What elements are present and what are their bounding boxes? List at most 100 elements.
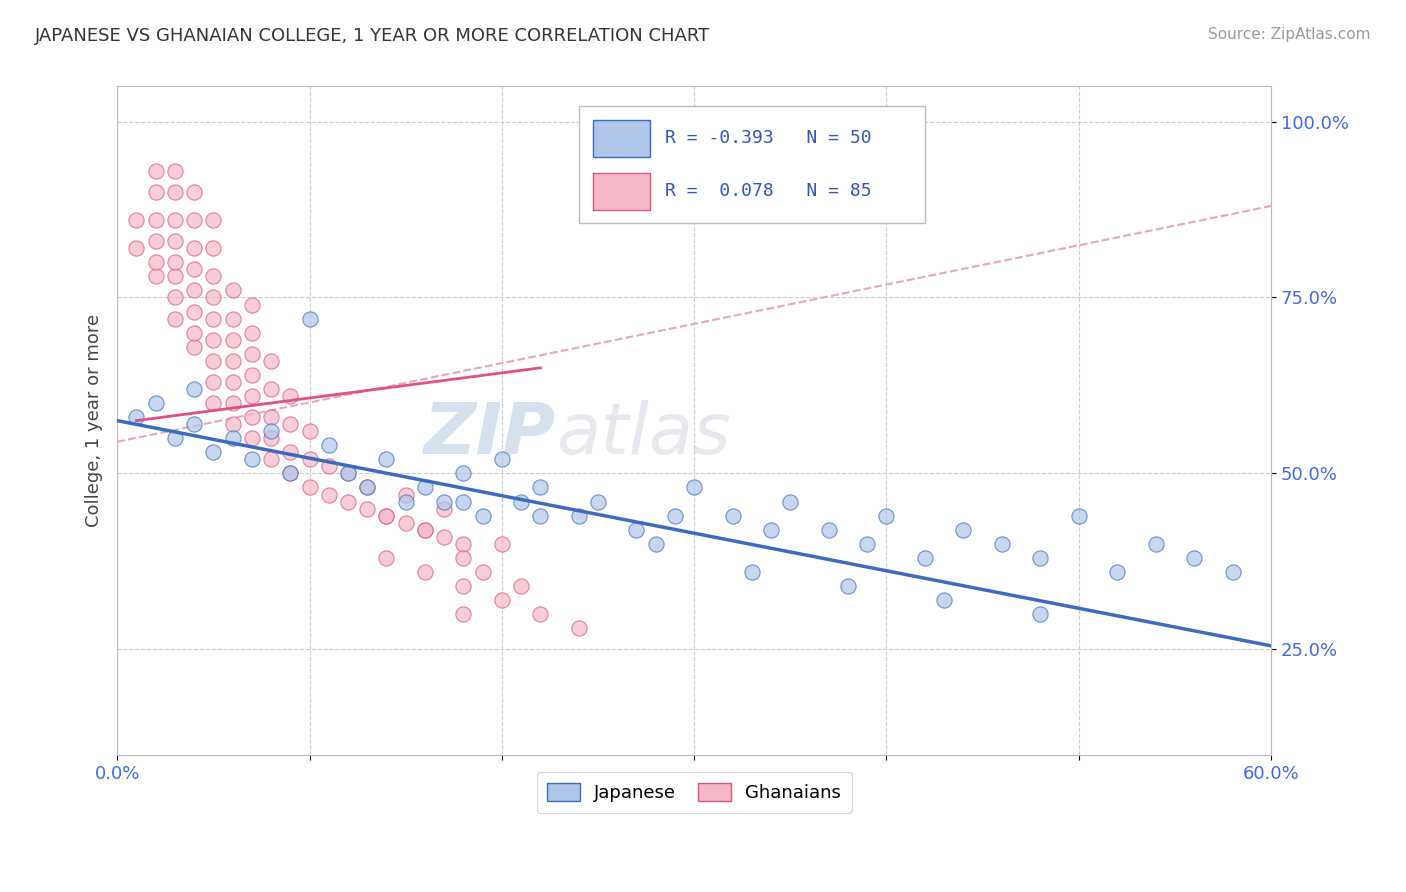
Point bbox=[586, 494, 609, 508]
Point bbox=[240, 410, 263, 425]
Point bbox=[202, 290, 225, 304]
Point bbox=[356, 501, 378, 516]
Point bbox=[278, 467, 301, 481]
Point bbox=[278, 467, 301, 481]
Point bbox=[856, 537, 879, 551]
Point bbox=[568, 621, 591, 635]
Point bbox=[163, 269, 186, 284]
Point bbox=[183, 284, 205, 298]
Point bbox=[202, 445, 225, 459]
Point bbox=[318, 459, 340, 474]
Point bbox=[202, 333, 225, 347]
Point bbox=[453, 607, 475, 622]
FancyBboxPatch shape bbox=[579, 106, 925, 223]
Point bbox=[375, 550, 398, 565]
Point bbox=[395, 494, 418, 508]
Point bbox=[183, 326, 205, 340]
Text: ZIP: ZIP bbox=[423, 400, 555, 468]
Point bbox=[644, 537, 666, 551]
Point bbox=[336, 467, 359, 481]
Point bbox=[145, 255, 167, 269]
Point bbox=[741, 565, 763, 579]
Point bbox=[240, 326, 263, 340]
Point bbox=[240, 452, 263, 467]
Point bbox=[183, 213, 205, 227]
Point bbox=[413, 523, 436, 537]
Point bbox=[202, 396, 225, 410]
Point bbox=[491, 593, 513, 607]
Point bbox=[221, 431, 243, 445]
Point bbox=[183, 340, 205, 354]
Point bbox=[163, 163, 186, 178]
Point bbox=[163, 213, 186, 227]
Point bbox=[1222, 565, 1244, 579]
Point bbox=[221, 375, 243, 389]
Point bbox=[453, 537, 475, 551]
Point bbox=[453, 550, 475, 565]
Point bbox=[202, 241, 225, 255]
Point bbox=[356, 481, 378, 495]
Point bbox=[202, 311, 225, 326]
Point bbox=[298, 452, 321, 467]
Point bbox=[413, 565, 436, 579]
Point bbox=[529, 607, 551, 622]
Point bbox=[1144, 537, 1167, 551]
Point bbox=[375, 452, 398, 467]
Text: Source: ZipAtlas.com: Source: ZipAtlas.com bbox=[1208, 27, 1371, 42]
Point bbox=[145, 213, 167, 227]
Point bbox=[240, 368, 263, 382]
Point bbox=[721, 508, 744, 523]
Point bbox=[837, 579, 859, 593]
Point bbox=[240, 389, 263, 403]
Point bbox=[491, 452, 513, 467]
Point bbox=[202, 375, 225, 389]
Point bbox=[375, 508, 398, 523]
Point bbox=[260, 424, 283, 438]
Point bbox=[817, 523, 839, 537]
Point bbox=[1029, 607, 1052, 622]
Point bbox=[260, 382, 283, 396]
Point bbox=[759, 523, 782, 537]
Point bbox=[471, 508, 494, 523]
Point bbox=[125, 410, 148, 425]
Point bbox=[183, 262, 205, 277]
Point bbox=[914, 550, 936, 565]
Point bbox=[163, 311, 186, 326]
Point bbox=[413, 481, 436, 495]
Point bbox=[395, 516, 418, 530]
Point bbox=[298, 311, 321, 326]
Point bbox=[375, 508, 398, 523]
Point bbox=[318, 487, 340, 501]
Point bbox=[298, 481, 321, 495]
Point bbox=[626, 523, 648, 537]
Point bbox=[202, 354, 225, 368]
Y-axis label: College, 1 year or more: College, 1 year or more bbox=[86, 314, 103, 527]
Point bbox=[298, 424, 321, 438]
Point bbox=[183, 382, 205, 396]
Point bbox=[1107, 565, 1129, 579]
Point bbox=[145, 163, 167, 178]
FancyBboxPatch shape bbox=[592, 120, 651, 157]
Point bbox=[356, 481, 378, 495]
Point bbox=[510, 579, 533, 593]
Point bbox=[202, 213, 225, 227]
Point bbox=[991, 537, 1014, 551]
Point bbox=[471, 565, 494, 579]
Point bbox=[183, 304, 205, 318]
Point bbox=[240, 297, 263, 311]
Text: JAPANESE VS GHANAIAN COLLEGE, 1 YEAR OR MORE CORRELATION CHART: JAPANESE VS GHANAIAN COLLEGE, 1 YEAR OR … bbox=[35, 27, 710, 45]
Point bbox=[260, 410, 283, 425]
Point bbox=[163, 290, 186, 304]
Point bbox=[202, 269, 225, 284]
Point bbox=[163, 185, 186, 199]
Point bbox=[952, 523, 974, 537]
Point bbox=[163, 234, 186, 248]
Point bbox=[221, 396, 243, 410]
Point bbox=[145, 269, 167, 284]
Legend: Japanese, Ghanaians: Japanese, Ghanaians bbox=[537, 772, 852, 813]
Point bbox=[183, 241, 205, 255]
Point bbox=[240, 431, 263, 445]
Point bbox=[433, 494, 456, 508]
Point bbox=[260, 431, 283, 445]
Point bbox=[145, 396, 167, 410]
